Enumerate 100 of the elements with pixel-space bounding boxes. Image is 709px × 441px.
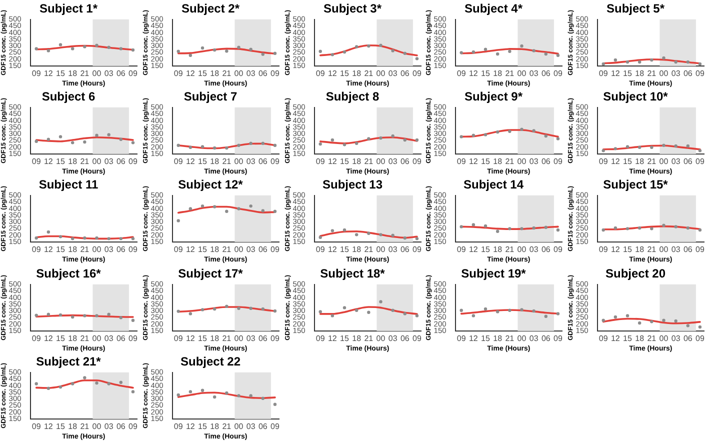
x-tick-label: 21 [80, 69, 90, 78]
x-tick-label: 09 [174, 334, 184, 343]
point [83, 45, 86, 48]
x-tick-label: 21 [222, 245, 232, 254]
point [532, 226, 536, 230]
x-tick-label: 06 [542, 69, 552, 78]
x-tick-label: 18 [494, 69, 503, 78]
x-tick-label: 21 [222, 334, 232, 343]
x-tick-label: 03 [104, 422, 114, 431]
point [58, 235, 62, 239]
x-tick-label: 09 [696, 69, 706, 78]
point [83, 236, 86, 240]
point [472, 314, 476, 317]
point [83, 140, 86, 144]
x-tick-label: 06 [542, 157, 552, 166]
x-tick-label: 03 [246, 157, 256, 166]
x-tick-label: 03 [672, 157, 681, 166]
x-tick-label: 12 [186, 422, 196, 431]
chart-title: Subject 9* [464, 90, 524, 104]
x-tick-label: 06 [116, 334, 126, 343]
point [261, 209, 264, 213]
point [544, 52, 548, 56]
point [107, 237, 110, 241]
point [95, 134, 98, 138]
point [188, 390, 192, 394]
chart-title: Subject 17* [178, 266, 243, 280]
point [46, 230, 50, 234]
x-tick-label: 18 [210, 69, 220, 78]
point [390, 49, 394, 52]
point [212, 395, 216, 398]
point [378, 136, 382, 140]
chart-title: Subject 2* [181, 2, 240, 16]
x-tick-label: 12 [611, 334, 621, 343]
x-tick-label: 18 [494, 334, 503, 343]
point [224, 49, 228, 53]
x-tick-label: 09 [412, 245, 422, 254]
x-tick-label: 03 [530, 69, 540, 78]
x-tick-label: 15 [198, 422, 208, 431]
x-tick-label: 18 [210, 157, 220, 166]
x-tick-label: 09 [554, 334, 564, 343]
point [119, 138, 122, 142]
x-tick-label: 09 [554, 69, 564, 78]
x-tick-label: 09 [174, 245, 184, 254]
point [556, 228, 560, 232]
x-tick-label: 06 [258, 69, 268, 78]
x-tick-label: 15 [623, 157, 633, 166]
x-tick-label: 09 [32, 157, 42, 166]
point [212, 205, 216, 209]
point [556, 312, 560, 315]
x-tick-label: 00 [92, 245, 102, 254]
x-tick-label: 21 [222, 69, 232, 78]
point [95, 44, 98, 47]
chart-title: Subject 13 [322, 178, 382, 192]
x-tick-label: 06 [116, 245, 126, 254]
x-tick-label: 09 [412, 334, 422, 343]
x-tick-label: 12 [44, 334, 54, 343]
point [330, 138, 334, 142]
x-tick-label: 09 [128, 157, 138, 166]
point [496, 130, 500, 134]
point [354, 142, 358, 146]
point [484, 133, 488, 136]
point [58, 385, 62, 388]
x-tick-label: 03 [672, 334, 681, 343]
point [119, 237, 122, 241]
point [378, 300, 382, 303]
x-tick-label: 06 [116, 422, 126, 431]
x-tick-label: 03 [246, 422, 256, 431]
x-tick-label: 00 [234, 422, 244, 431]
x-tick-label: 09 [270, 245, 280, 254]
x-tick-label: 03 [388, 157, 398, 166]
point [544, 134, 548, 138]
x-tick-label: 12 [611, 69, 621, 78]
point [472, 134, 476, 138]
x-tick-label: 06 [684, 69, 694, 78]
x-tick-label: 15 [623, 69, 633, 78]
x-tick-label: 06 [258, 422, 268, 431]
x-tick-label: 18 [68, 69, 78, 78]
chart-title: Subject 4* [464, 2, 524, 16]
point [200, 388, 204, 392]
point [261, 396, 264, 400]
point [342, 143, 346, 146]
x-tick-label: 21 [80, 334, 90, 343]
x-tick-label: 00 [92, 69, 102, 78]
point [520, 44, 524, 48]
point [131, 318, 135, 322]
point [224, 391, 228, 394]
x-tick-label: 18 [352, 157, 362, 166]
x-tick-label: 15 [340, 334, 350, 343]
point [366, 310, 370, 314]
x-tick-label: 09 [32, 245, 42, 254]
point [508, 308, 512, 312]
x-tick-label: 15 [198, 69, 208, 78]
x-tick-label: 09 [599, 334, 609, 343]
x-tick-label: 12 [469, 334, 479, 343]
point [188, 54, 192, 57]
x-tick-label: 12 [44, 245, 54, 254]
x-tick-label: 09 [174, 69, 184, 78]
point [556, 54, 560, 57]
point [119, 316, 122, 319]
x-tick-label: 09 [315, 334, 325, 343]
